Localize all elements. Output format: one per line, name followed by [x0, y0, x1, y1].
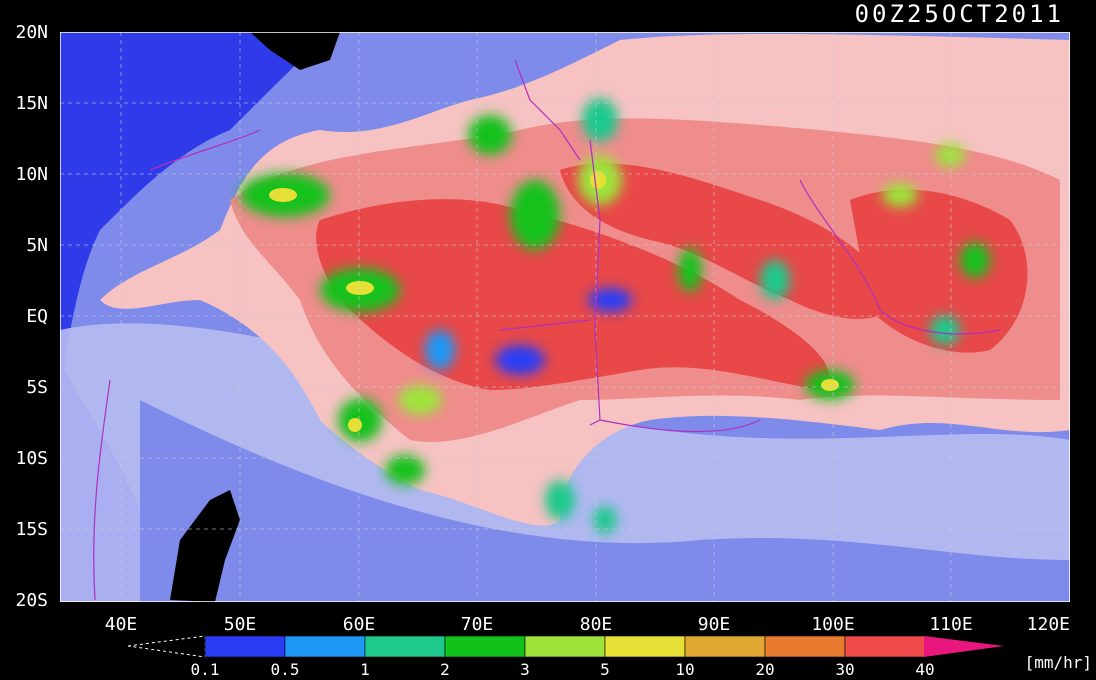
colorbar-tick: 5	[600, 660, 610, 679]
colorbar-swatch	[204, 635, 286, 658]
lon-label: 100E	[811, 614, 854, 635]
lon-label: 70E	[461, 614, 494, 635]
rain-field	[100, 34, 1070, 534]
colorbar-tick: 10	[675, 660, 694, 679]
lat-label: 10S	[15, 448, 48, 469]
colorbar-swatch	[764, 635, 846, 658]
lon-label: 80E	[580, 614, 613, 635]
lat-label: 15S	[15, 519, 48, 540]
colorbar-swatch	[604, 635, 686, 658]
colorbar-tick: 0.1	[191, 660, 220, 679]
colorbar-tick: 3	[520, 660, 530, 679]
lon-label: 120E	[1027, 614, 1070, 635]
colorbar-swatches	[204, 635, 926, 658]
colorbar: 0.1 0.5 1 2 3 5 10 20 30 40 [mm/hr]	[127, 635, 1092, 679]
colorbar-tick: 2	[440, 660, 450, 679]
colorbar-tick: 40	[915, 660, 934, 679]
lat-label: 5N	[26, 235, 48, 256]
lon-label: 40E	[105, 614, 138, 635]
colorbar-swatch	[684, 635, 766, 658]
lon-label: 50E	[224, 614, 257, 635]
lon-label: 90E	[698, 614, 731, 635]
timestamp-label: 00Z25OCT2011	[855, 0, 1064, 28]
lat-label: 5S	[26, 377, 48, 398]
colorbar-swatch	[524, 635, 606, 658]
colorbar-tick: 20	[755, 660, 774, 679]
colorbar-tick: 0.5	[271, 660, 300, 679]
colorbar-swatch	[844, 635, 926, 658]
map-gridlines	[60, 32, 1070, 602]
colorbar-swatch	[284, 635, 366, 658]
colorbar-tick-labels: 0.1 0.5 1 2 3 5 10 20 30 40	[191, 660, 935, 679]
latitude-axis: 20N 15N 10N 5N EQ 5S 10S 15S 20S	[15, 22, 48, 611]
lon-label: 60E	[343, 614, 376, 635]
colorbar-tick: 30	[835, 660, 854, 679]
colorbar-swatch	[444, 635, 526, 658]
map-area	[60, 32, 1070, 602]
political-borders	[93, 59, 1001, 601]
lat-label: 20N	[15, 22, 48, 43]
longitude-axis: 40E 50E 60E 70E 80E 90E 100E 110E 120E	[105, 614, 1070, 635]
colorbar-swatch	[364, 635, 446, 658]
lat-label: 20S	[15, 590, 48, 611]
colorbar-under-arrow	[127, 635, 206, 658]
lat-label: 10N	[15, 164, 48, 185]
colorbar-tick: 1	[360, 660, 370, 679]
lat-label: EQ	[26, 306, 48, 327]
colorbar-unit-label: [mm/hr]	[1025, 653, 1092, 672]
madagascar-landmass	[170, 490, 240, 602]
lat-label: 15N	[15, 93, 48, 114]
lon-label: 110E	[929, 614, 972, 635]
colorbar-over-arrow	[924, 636, 1004, 657]
